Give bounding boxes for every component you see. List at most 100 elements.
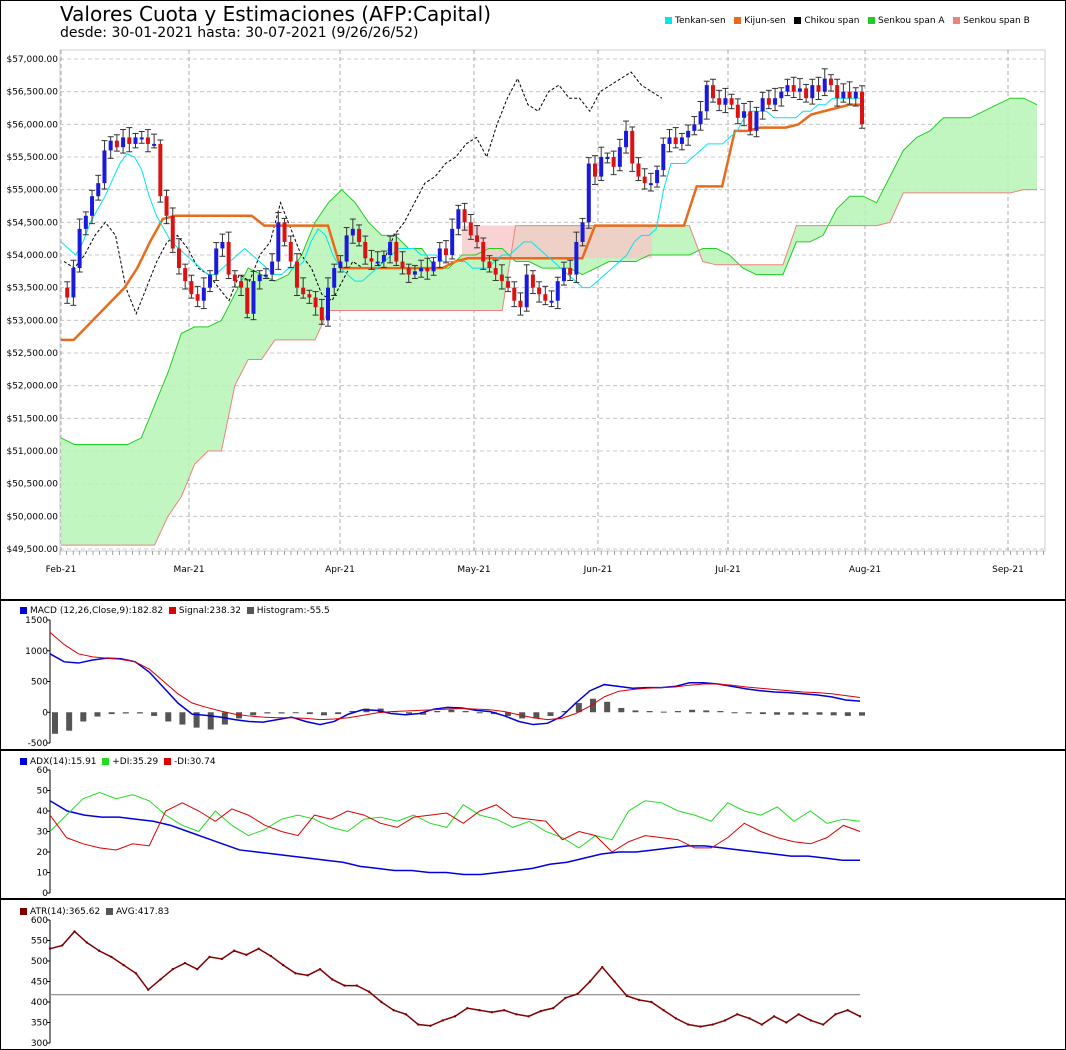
atr-point	[834, 1013, 837, 1016]
candle-body	[828, 78, 833, 86]
candle-body	[655, 170, 660, 184]
candle-body	[301, 287, 306, 295]
atr-point	[466, 1006, 469, 1010]
candle-down	[716, 89, 723, 112]
macd-histogram-bar	[420, 712, 427, 715]
candle-down	[480, 237, 487, 270]
atr-point	[146, 988, 150, 991]
candle-down	[182, 263, 189, 290]
macd-histogram-bar	[52, 712, 58, 734]
candle-down	[492, 259, 499, 281]
candle-body	[835, 85, 840, 99]
x-tick-label: Aug-21	[849, 565, 881, 575]
panel-separator	[0, 898, 1066, 900]
atr-point	[564, 996, 567, 1000]
legend-item-senkou-a: Senkou span A	[868, 16, 945, 26]
candle-up	[660, 137, 667, 177]
candle-body	[642, 176, 647, 184]
atr-point	[306, 974, 309, 977]
chart-subtitle: desde: 30-01-2021 hasta: 30-07-2021 (9/2…	[60, 25, 419, 41]
macd-histogram-bar	[250, 712, 257, 716]
macd-histogram-bar	[505, 712, 512, 716]
candle-body	[419, 268, 424, 272]
candle-body	[568, 268, 573, 275]
atr-point	[416, 1023, 420, 1026]
macd-histogram-bar	[179, 712, 186, 725]
panel-separator	[0, 749, 1066, 751]
atr-point	[318, 968, 322, 971]
candle-body	[717, 98, 722, 105]
candle-down	[126, 127, 133, 153]
candle-body	[860, 91, 864, 125]
candle-body	[704, 85, 709, 112]
macd-histogram-bar	[377, 708, 384, 713]
y-tick-label: $56,000.00	[6, 120, 58, 130]
macd-y-tick-label: 500	[31, 678, 48, 688]
candle-body	[127, 137, 132, 144]
candle-body	[121, 137, 126, 148]
candle-up	[207, 270, 214, 293]
candle-body	[537, 287, 542, 295]
legend-item-tenkan: Tenkan-sen	[665, 16, 726, 26]
candle-body	[65, 287, 70, 298]
candle-body	[344, 235, 349, 262]
candle-down	[505, 276, 512, 293]
candle-body	[195, 294, 200, 301]
plus-di-line	[49, 792, 861, 849]
macd-histogram-bar	[788, 712, 795, 715]
macd-y-tick-label: -500	[28, 739, 49, 749]
macd-histogram-bar	[236, 712, 243, 719]
macd-histogram-bar	[618, 707, 625, 713]
candle-body	[394, 241, 399, 262]
candle-up	[325, 277, 331, 327]
candle-body	[388, 241, 393, 255]
candle-up	[132, 132, 139, 149]
atr-point	[772, 1015, 776, 1018]
legend-macd: MACD (12,26,Close,9):182.82	[30, 606, 164, 616]
macd-histogram-bar	[278, 712, 285, 714]
candle-up	[449, 218, 456, 260]
candle-down	[405, 263, 412, 283]
candle-body	[251, 281, 256, 314]
kumo-cloud-bearish	[462, 225, 652, 259]
candle-up	[213, 242, 220, 281]
candle-body	[518, 300, 523, 308]
atr-point	[392, 1009, 395, 1012]
legend-atr: ATR(14):365.62	[30, 907, 101, 917]
atr-point	[380, 1000, 383, 1004]
atr-point	[331, 978, 334, 981]
atr-point	[539, 1009, 543, 1013]
macd-histogram-bar	[859, 712, 865, 716]
candle-up	[436, 242, 443, 268]
candle-body	[468, 222, 473, 236]
candle-body	[226, 241, 231, 275]
candle-up	[411, 264, 418, 280]
candle-down	[231, 270, 238, 288]
candle-body	[847, 91, 852, 99]
candle-body	[605, 157, 610, 159]
atr-point	[662, 1009, 665, 1012]
candle-down	[393, 233, 400, 266]
candle-down	[467, 213, 474, 240]
candle-body	[257, 274, 262, 282]
atr-point	[183, 961, 187, 965]
candle-down	[287, 235, 294, 268]
candle-up	[95, 174, 102, 201]
candle-up	[598, 146, 605, 182]
candle-up	[107, 136, 114, 159]
candle-down	[790, 76, 797, 99]
main-legend: Tenkan-sen Kijun-sen Chikou span Senkou …	[665, 16, 1030, 26]
candle-body	[530, 274, 535, 288]
candle-body	[108, 140, 113, 151]
macd-histogram-bar	[80, 712, 87, 722]
candle-up	[151, 133, 158, 149]
macd-histogram-bar	[590, 698, 596, 713]
candle-down	[169, 207, 176, 253]
candle-body	[593, 163, 597, 177]
candle-up	[616, 138, 623, 172]
candle-body	[183, 268, 188, 282]
macd-histogram-bar	[703, 710, 710, 713]
atr-point	[515, 1013, 518, 1016]
candle-up	[387, 235, 394, 264]
x-tick-label: Jul-21	[714, 565, 741, 575]
